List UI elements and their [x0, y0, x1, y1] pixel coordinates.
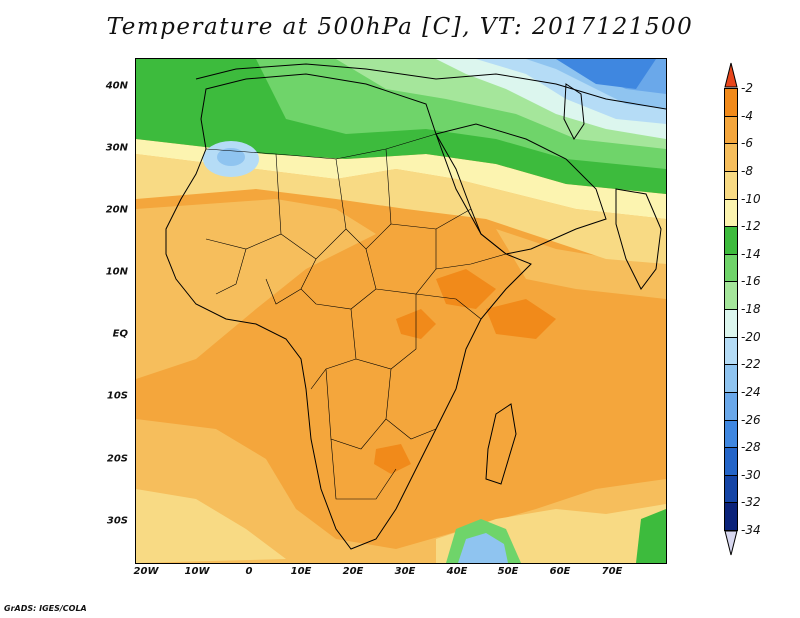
colorbar-label: -8: [741, 163, 753, 178]
lat-label-10n: 10N: [105, 266, 128, 278]
madagascar-coastline: [485, 403, 517, 485]
border-line: [375, 229, 437, 295]
lon-label-20e: 20E: [342, 566, 364, 577]
colorbar-segment: [724, 391, 738, 421]
colorbar-label: -28: [741, 440, 761, 455]
border-line: [280, 158, 347, 260]
map-plot-area: [135, 58, 667, 564]
colorbar-segment: [724, 88, 738, 117]
colorbar-label: -14: [741, 246, 761, 261]
temp-band-minus4-ocean: [486, 299, 556, 339]
colorbar-label: -34: [741, 523, 761, 537]
lon-label-10e: 10E: [290, 566, 312, 577]
colorbar-segment: [724, 447, 738, 476]
colorbar-segment: [724, 198, 738, 228]
colorbar-segment: [724, 364, 738, 393]
coastlines: [165, 63, 666, 550]
border-line: [265, 278, 302, 305]
india-coastline: [615, 188, 662, 290]
lon-label-10w: 10W: [184, 566, 210, 577]
colorbar-label: -2: [741, 81, 753, 95]
colorbar-label: -12: [741, 219, 761, 234]
lat-label-20n: 20N: [105, 204, 128, 216]
colorbar-segment: [724, 115, 738, 145]
temperature-field: [136, 59, 666, 563]
europe-coastline: [195, 63, 666, 110]
colorbar-segment: [724, 143, 738, 172]
colorbar-segment: [724, 336, 738, 366]
colorbar-top-arrow: [724, 62, 738, 88]
grads-credit: GrADS: IGES/COLA: [4, 604, 87, 613]
lat-label-40n: 40N: [105, 80, 128, 92]
colorbar-label: -4: [741, 108, 753, 123]
colorbar-label: -18: [741, 302, 761, 316]
cold-pocket-west-core: [217, 148, 245, 166]
colorbar-segment: [724, 281, 738, 310]
africa-coastline: [165, 73, 532, 550]
colorbar-segment: [724, 170, 738, 200]
border-line: [435, 253, 507, 270]
colorbar-segment: [724, 474, 738, 504]
colorbar-label: -24: [741, 384, 761, 399]
temp-band-minus4-south: [374, 444, 411, 474]
temp-band-minus28: [556, 59, 656, 89]
colorbar-bottom-arrow: [724, 530, 738, 556]
lon-label-0: 0: [245, 566, 253, 577]
colorbar-label: -16: [741, 274, 761, 289]
colorbar-label: -26: [741, 412, 761, 427]
map-title: Temperature at 500hPa [C], VT: 201712150…: [106, 14, 694, 40]
colorbar-label: -22: [741, 357, 761, 372]
lon-label-40e: 40E: [446, 566, 468, 577]
colorbar-segment: [724, 502, 738, 531]
arabia-coastline: [435, 123, 607, 255]
colorbar-label: -30: [741, 467, 761, 482]
lon-label-60e: 60E: [549, 566, 571, 577]
lon-label-70e: 70E: [601, 566, 623, 577]
border-line: [215, 248, 247, 295]
colorbar-label: -32: [741, 495, 761, 510]
temp-band-south-blue: [458, 533, 508, 563]
border-line: [330, 438, 397, 500]
temp-band-se-green: [636, 509, 666, 563]
temp-band-minus12: [136, 139, 666, 219]
colorbar-segment: [724, 419, 738, 449]
colorbar-label: -10: [741, 191, 761, 206]
temp-band-minus4-horn: [436, 269, 496, 309]
border-line: [300, 248, 377, 310]
colorbar-segment: [724, 309, 738, 338]
colorbar-label: -6: [741, 136, 753, 151]
temp-band-minus8-east: [496, 229, 666, 299]
colorbar-segment: [724, 226, 738, 255]
temp-band-minus8-west: [136, 199, 376, 379]
lat-label-10s: 10S: [106, 390, 128, 402]
temp-band-minus10-north: [136, 154, 666, 264]
border-line: [385, 368, 437, 440]
country-borders: [205, 133, 507, 500]
lat-label-30s: 30S: [106, 515, 128, 527]
temp-band-minus10-south: [136, 489, 286, 563]
lat-label-20s: 20S: [106, 453, 128, 465]
border-line: [345, 148, 392, 250]
lon-label-30e: 30E: [394, 566, 416, 577]
caspian-coastline: [563, 83, 585, 140]
border-line: [205, 153, 282, 250]
colorbar-label: -20: [741, 329, 761, 344]
lat-label-30n: 30N: [105, 142, 128, 154]
border-line: [325, 368, 387, 450]
border-line: [415, 293, 482, 320]
lon-label-20w: 20W: [133, 566, 159, 577]
lon-label-50e: 50E: [497, 566, 519, 577]
lat-label-eq: EQ: [112, 328, 128, 340]
colorbar-segment: [724, 253, 738, 283]
